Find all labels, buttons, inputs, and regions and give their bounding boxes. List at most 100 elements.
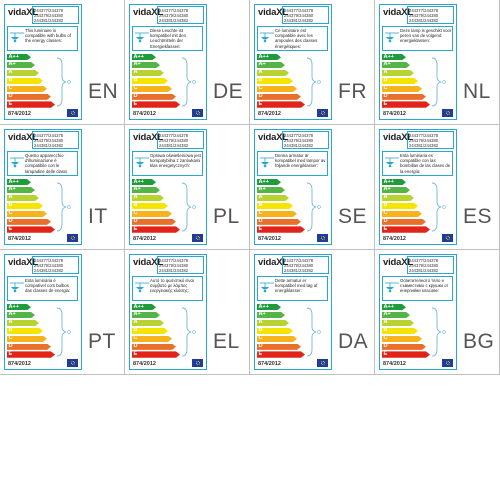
energy-label: vidaXL 244377/244378 244379/244380 244381/… xyxy=(379,254,457,370)
energy-class-bar: A xyxy=(132,195,164,201)
eu-flag-icon xyxy=(67,109,78,117)
energy-label: vidaXL 244377/244378 244379/244380 244381/… xyxy=(254,4,332,120)
energy-class-label: A+ xyxy=(258,61,266,68)
energy-class-label: A+ xyxy=(383,61,391,68)
energy-label: vidaXL 244377/244378 244379/244380 244381/… xyxy=(379,129,457,245)
energy-class-label: D xyxy=(258,218,263,224)
energy-class-label: A++ xyxy=(8,53,20,60)
brand-name: vidaXL xyxy=(383,257,413,268)
energy-class-label: A++ xyxy=(133,53,145,60)
energy-class-label: A++ xyxy=(258,53,270,60)
energy-class-bar: E xyxy=(382,101,430,107)
energy-class-label: A++ xyxy=(133,178,145,185)
energy-class-bar: D xyxy=(382,344,426,350)
energy-class-label: B xyxy=(383,327,388,334)
brand-name: vidaXL xyxy=(133,257,163,268)
regulation-number: 874/2012 xyxy=(383,361,406,367)
label-panel-se: vidaXL 244377/244378 244379/244380 244381/… xyxy=(250,125,375,250)
energy-scale: A++ A+ A B C D E xyxy=(382,304,430,360)
energy-class-bar: E xyxy=(132,101,180,107)
energy-class-bar: A+ xyxy=(257,187,285,193)
energy-class-label: E xyxy=(133,225,138,232)
energy-class-bar: D xyxy=(257,344,301,350)
product-code: 244379/244380 xyxy=(284,137,314,143)
regulation-number: 874/2012 xyxy=(383,236,406,242)
energy-scale: A++ A+ A B C D E xyxy=(382,54,430,110)
product-code: 244381/244382 xyxy=(409,268,439,274)
energy-class-label: A xyxy=(8,194,13,201)
brace-icon xyxy=(56,182,71,232)
product-code: 244379/244380 xyxy=(159,12,189,18)
energy-class-label: B xyxy=(383,77,388,84)
brace-icon xyxy=(181,182,196,232)
language-code: IT xyxy=(88,205,108,228)
energy-class-bar: C xyxy=(382,336,422,342)
energy-class-bar: A++ xyxy=(7,179,31,185)
eu-flag-icon xyxy=(317,234,328,242)
energy-class-label: B xyxy=(8,327,13,334)
product-code: 244379/244380 xyxy=(409,12,439,18)
brand-name: vidaXL xyxy=(8,257,38,268)
product-code: 244381/244382 xyxy=(409,143,439,149)
energy-class-label: A++ xyxy=(8,178,20,185)
label-panel-bg: vidaXL 244377/244378 244379/244380 244381/… xyxy=(375,250,500,375)
product-code: 244379/244380 xyxy=(159,262,189,268)
product-code: 244381/244382 xyxy=(34,143,64,149)
product-codes-box: 244377/244378 244379/244380 244381/244382 xyxy=(407,131,454,149)
energy-class-bar: C xyxy=(132,336,172,342)
energy-class-label: C xyxy=(8,85,13,92)
energy-class-label: C xyxy=(258,85,263,92)
language-code: SE xyxy=(338,205,368,228)
energy-class-bar: B xyxy=(382,328,418,334)
product-code: 244379/244380 xyxy=(34,137,64,143)
energy-class-bar: E xyxy=(132,226,180,232)
product-code: 244379/244380 xyxy=(409,262,439,268)
energy-class-label: E xyxy=(258,225,263,232)
energy-class-bar: C xyxy=(7,336,47,342)
energy-class-bar: A xyxy=(257,195,289,201)
energy-class-label: A+ xyxy=(8,61,16,68)
compatibility-box: Esta luminaria es compatible con las bom… xyxy=(382,151,453,176)
product-code: 244381/244382 xyxy=(409,18,439,24)
energy-class-bar: E xyxy=(382,226,430,232)
lamp-icon xyxy=(135,282,149,293)
regulation-number: 874/2012 xyxy=(133,361,156,367)
energy-class-bar: D xyxy=(257,219,301,225)
energy-class-label: C xyxy=(8,335,13,342)
energy-class-label: E xyxy=(133,350,138,357)
energy-class-label: A+ xyxy=(383,311,391,318)
brace-icon xyxy=(56,307,71,357)
energy-class-bar: E xyxy=(7,226,55,232)
energy-class-bar: A++ xyxy=(382,304,406,310)
energy-class-bar: E xyxy=(382,351,430,357)
product-code: 244377/244378 xyxy=(34,257,64,263)
energy-class-bar: B xyxy=(257,78,293,84)
label-panel-es: vidaXL 244377/244378 244379/244380 244381/… xyxy=(375,125,500,250)
label-panel-it: vidaXL 244377/244378 244379/244380 244381/… xyxy=(0,125,125,250)
regulation-number: 874/2012 xyxy=(8,361,31,367)
energy-class-bar: E xyxy=(257,351,305,357)
brand-name: vidaXL xyxy=(133,7,163,18)
energy-class-bar: C xyxy=(132,86,172,92)
energy-class-bar: A+ xyxy=(257,312,285,318)
product-code: 244377/244378 xyxy=(409,257,439,263)
energy-class-label: B xyxy=(133,202,138,209)
compatibility-text: Oprawa oświetleniowa jest kompatybilna z… xyxy=(150,153,201,169)
lamp-icon xyxy=(135,157,149,168)
energy-class-bar: B xyxy=(382,203,418,209)
energy-class-bar: C xyxy=(257,211,297,217)
language-code: ES xyxy=(463,205,493,228)
energy-class-label: C xyxy=(258,210,263,217)
lamp-icon xyxy=(135,32,149,43)
brand-name: vidaXL xyxy=(8,132,38,143)
energy-class-bar: A+ xyxy=(132,312,160,318)
energy-label: vidaXL 244377/244378 244379/244380 244381/… xyxy=(129,4,207,120)
brace-icon xyxy=(306,57,321,107)
energy-class-label: A+ xyxy=(258,311,266,318)
energy-class-bar: A++ xyxy=(382,179,406,185)
energy-class-label: C xyxy=(383,335,388,342)
energy-class-bar: A++ xyxy=(382,54,406,60)
regulation-number: 874/2012 xyxy=(258,111,281,117)
energy-class-label: B xyxy=(8,202,13,209)
compatibility-box: Oprawa oświetleniowa jest kompatybilna z… xyxy=(132,151,203,176)
